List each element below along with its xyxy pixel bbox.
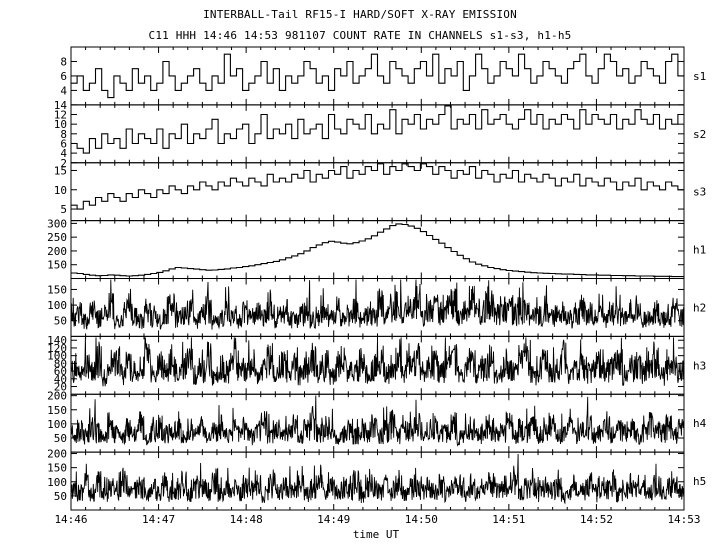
y-tick-label: 100	[47, 476, 67, 489]
y-tick-label: 150	[47, 462, 67, 475]
x-tick-label: 14:51	[492, 513, 525, 526]
y-tick-label: 100	[47, 418, 67, 431]
y-tick-label: 250	[47, 231, 67, 244]
series-label-h5: h5	[693, 475, 706, 488]
x-tick-label: 14:49	[317, 513, 350, 526]
series-line-h3	[70, 337, 685, 387]
y-tick-label: 14	[54, 99, 68, 112]
y-tick-label: 2	[60, 157, 67, 170]
y-tick-label: 100	[47, 299, 67, 312]
y-tick-label: 80	[54, 357, 67, 370]
y-tick-label: 50	[54, 432, 67, 445]
x-tick-label: 14:52	[580, 513, 613, 526]
x-tick-label: 14:48	[230, 513, 263, 526]
chart-title: INTERBALL-Tail RF15-I HARD/SOFT X-RAY EM…	[203, 8, 517, 21]
y-tick-label: 200	[47, 390, 67, 403]
y-tick-label: 300	[47, 217, 67, 230]
panels-group: 468s12468101214s251015s3150200250300h150…	[47, 46, 707, 511]
series-label-s2: s2	[693, 128, 706, 141]
series-line-s1	[71, 53, 684, 99]
series-line-h5	[70, 453, 685, 505]
y-tick-label: 4	[60, 147, 67, 160]
y-tick-label: 150	[47, 404, 67, 417]
y-tick-label: 6	[60, 137, 67, 150]
y-tick-label: 40	[54, 373, 67, 386]
y-tick-label: 140	[47, 334, 67, 347]
series-line-h4	[70, 395, 685, 447]
panel-s3: 5 10 15 s3	[54, 162, 706, 222]
x-tick-label: 14:46	[54, 513, 87, 526]
y-tick-label: 120	[47, 342, 67, 355]
panel-h2: 50 100 150 h2	[47, 278, 706, 337]
series-label-h3: h3	[693, 359, 706, 372]
y-tick-label: 50	[54, 490, 67, 503]
y-tick-label: 15	[54, 164, 67, 177]
x-tick-label: 14:53	[667, 513, 700, 526]
panel-frame	[70, 393, 685, 453]
chart-subtitle: C11 HHH 14:46 14:53 981107 COUNT RATE IN…	[148, 29, 572, 42]
x-axis-label: time UT	[353, 528, 400, 541]
series-label-h2: h2	[693, 301, 706, 314]
series-label-s1: s1	[693, 70, 706, 83]
x-axis: 14:46 14:47 14:48 14:49 14:50 14:51 14:52 14:53	[54, 513, 700, 526]
y-tick-label: 10	[54, 184, 67, 197]
y-tick-label: 200	[47, 448, 67, 461]
y-tick-label: 50	[54, 315, 67, 328]
y-tick-label: 150	[47, 283, 67, 296]
y-tick-label: 10	[54, 118, 67, 131]
series-line-h2	[70, 279, 685, 330]
series-label-h4: h4	[693, 417, 707, 430]
y-tick-label: 150	[47, 259, 67, 272]
y-tick-label: 5	[60, 203, 67, 216]
y-tick-label: 8	[60, 128, 67, 141]
y-tick-label: 4	[60, 84, 67, 97]
x-tick-label: 14:47	[142, 513, 175, 526]
panel-s1: 46 8 s1	[60, 46, 706, 106]
y-tick-label: 100	[47, 350, 67, 363]
x-tick-label: 14:50	[405, 513, 438, 526]
series-line-s2	[71, 105, 684, 154]
y-tick-label: 6	[60, 70, 67, 83]
series-label-s3: s3	[693, 186, 706, 199]
y-tick-label: 20	[54, 381, 67, 394]
y-tick-label: 8	[60, 55, 67, 68]
y-tick-label: 12	[54, 109, 67, 122]
y-tick-label: 60	[54, 365, 67, 378]
y-tick-label: 200	[47, 245, 67, 258]
panel-frame	[70, 220, 685, 279]
series-line-h1	[71, 223, 684, 278]
series-label-h1: h1	[693, 244, 706, 257]
series-line-s3	[71, 163, 684, 210]
